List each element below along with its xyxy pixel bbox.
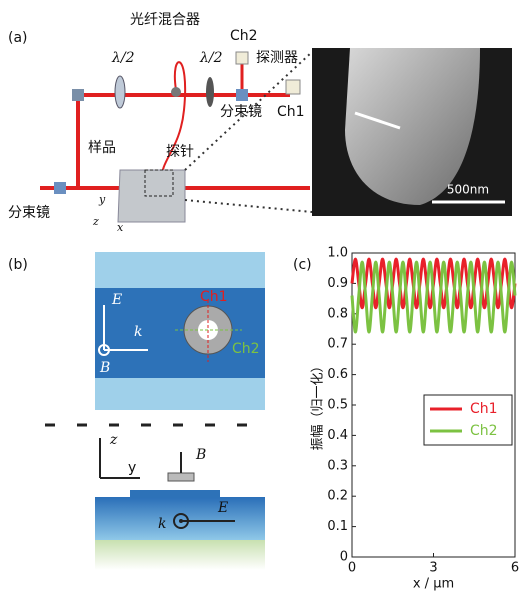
y-tick-label: 0.4 <box>327 428 348 443</box>
x-tick-label: 0 <box>348 561 356 576</box>
x-tick-label: 3 <box>429 561 437 576</box>
figure: (a) 500nm λ/2 λ/2 光纤混合器 Ch2 探测器 分束镜 Ch1 … <box>0 0 520 592</box>
label: Ch1 <box>200 289 228 305</box>
label: λ/2 <box>199 50 223 66</box>
zoom-line <box>185 200 312 212</box>
y-tick-label: 0 <box>340 550 348 565</box>
detector <box>236 52 248 64</box>
probe <box>168 473 194 481</box>
detector <box>286 80 300 94</box>
panel-label: (a) <box>8 30 28 46</box>
y-tick-label: 0.1 <box>327 519 348 534</box>
label: Ch2 <box>230 28 258 44</box>
label: B <box>195 447 206 463</box>
legend-label: Ch1 <box>470 401 498 417</box>
y-tick-label: 0.8 <box>327 306 348 321</box>
splitter <box>236 89 248 101</box>
y-tick-label: 0.6 <box>327 367 348 382</box>
waveplate <box>115 76 125 108</box>
y-tick-label: 0.2 <box>327 489 348 504</box>
legend-label: Ch2 <box>470 423 498 439</box>
ridge <box>130 490 220 498</box>
label: y <box>128 460 136 476</box>
label: Ch2 <box>232 341 260 357</box>
label: k <box>134 324 142 340</box>
label: 样品 <box>88 140 116 156</box>
axis-label: x <box>117 221 124 234</box>
coupler <box>171 87 181 97</box>
panel-a: (a) 500nm λ/2 λ/2 光纤混合器 Ch2 探测器 分束镜 Ch1 … <box>8 12 512 234</box>
panel-label: (b) <box>8 257 28 273</box>
fiber <box>162 62 185 180</box>
y-tick-label: 0.9 <box>327 276 348 291</box>
axis-label: y <box>98 193 106 206</box>
y-tick-label: 0.5 <box>327 398 348 413</box>
panel-b: (b) Ch1 Ch2 E k B z y B k E <box>8 252 265 570</box>
x-axis-label: x / μm <box>413 577 454 592</box>
y-tick-label: 0.7 <box>327 337 348 352</box>
label: λ/2 <box>111 50 135 66</box>
label: E <box>217 500 228 516</box>
waveplate <box>206 77 214 107</box>
scale-bar-label: 500nm <box>447 183 489 197</box>
label: B <box>99 360 110 376</box>
label: 分束镜 <box>220 104 262 120</box>
y-tick-label: 1.0 <box>327 246 348 261</box>
y-tick-label: 0.3 <box>327 458 348 473</box>
slab <box>95 497 265 540</box>
legend <box>424 395 512 445</box>
label: 探针 <box>166 144 194 160</box>
label: Ch1 <box>277 104 305 120</box>
chart: 0 0.1 0.2 0.3 0.4 0.5 0.6 0.7 0.8 0.9 1.0 0 3 6 x / μm… <box>311 246 520 592</box>
label: E <box>111 292 122 308</box>
mirror <box>72 89 84 101</box>
y-axis-label: 振幅（归一化） <box>311 359 326 450</box>
panel-label: (c) <box>293 257 312 273</box>
label: 分束镜 <box>8 205 50 221</box>
substrate <box>95 540 265 570</box>
x-tick-label: 6 <box>511 561 519 576</box>
label: 探测器 <box>256 50 298 66</box>
k-symbol <box>179 519 183 523</box>
label: k <box>158 516 166 532</box>
axis-label: z <box>92 215 99 228</box>
label: z <box>109 432 118 448</box>
label: 光纤混合器 <box>130 12 200 28</box>
splitter <box>54 182 66 194</box>
